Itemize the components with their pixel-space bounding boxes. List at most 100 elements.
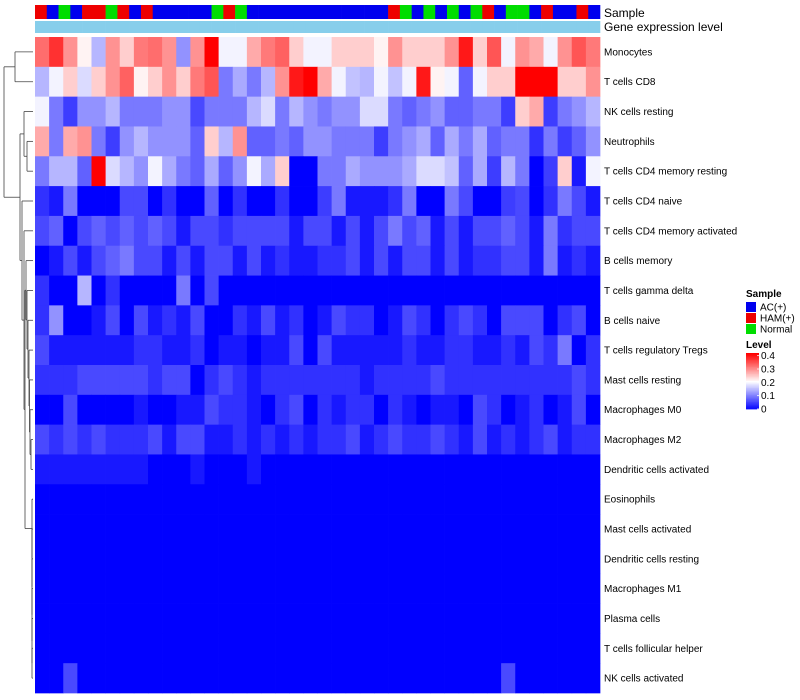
heat-cell-7-21 (331, 245, 347, 276)
heat-cell-12-37 (557, 394, 573, 425)
heat-cell-14-31 (472, 454, 488, 485)
level-colorbar-step-27 (746, 390, 759, 393)
heat-cell-19-25 (388, 603, 403, 634)
heat-cell-7-30 (458, 245, 474, 276)
heat-cell-0-10 (176, 37, 191, 68)
heat-cell-8-37 (557, 275, 573, 306)
heat-cell-14-16 (261, 454, 276, 485)
heat-cell-8-21 (331, 275, 347, 306)
heat-cell-11-9 (162, 365, 177, 396)
heat-cell-13-36 (543, 424, 558, 455)
heat-cell-20-13 (218, 633, 234, 664)
heat-cell-20-26 (402, 633, 417, 664)
heat-cell-1-32 (487, 66, 502, 97)
heat-cell-20-12 (204, 633, 219, 664)
row-label-18: Macrophages M1 (604, 584, 682, 595)
heat-cell-10-29 (444, 335, 460, 366)
heat-cell-17-38 (571, 543, 587, 575)
heat-cell-16-21 (331, 514, 347, 545)
heat-cell-5-11 (190, 186, 205, 217)
heat-cell-8-18 (289, 275, 304, 306)
heat-cell-2-32 (487, 96, 502, 127)
sample-cell-6 (105, 5, 118, 19)
heat-cell-11-22 (345, 365, 361, 396)
heat-cell-9-36 (543, 305, 558, 336)
heat-cell-21-1 (49, 663, 64, 694)
level-colorbar-step-35 (746, 402, 759, 404)
heat-cell-19-38 (571, 603, 587, 634)
heat-cell-17-3 (77, 543, 92, 575)
heat-cell-4-22 (345, 156, 361, 187)
heat-cell-2-22 (345, 96, 361, 127)
heat-cell-17-14 (232, 543, 248, 575)
heat-cell-16-13 (218, 514, 234, 545)
row-label-17: Dendritic cells resting (604, 554, 699, 565)
heat-cell-11-34 (515, 365, 530, 396)
heat-cell-18-25 (388, 573, 403, 604)
heat-cell-7-38 (571, 245, 587, 276)
sample-legend-swatch-0 (746, 302, 756, 312)
heat-cell-11-12 (204, 365, 219, 396)
heat-cell-21-13 (218, 663, 234, 694)
heat-cell-20-19 (303, 633, 318, 664)
heat-cell-16-23 (359, 514, 375, 545)
heat-cell-17-25 (388, 543, 403, 575)
row-label-6: T cells CD4 memory activated (604, 226, 737, 237)
heat-cell-0-9 (162, 37, 177, 68)
heat-cell-10-20 (317, 335, 332, 366)
level-colorbar-step-23 (746, 385, 759, 387)
heat-cell-20-6 (119, 633, 135, 664)
row-label-9: B cells naive (604, 316, 661, 327)
heat-cell-9-13 (218, 305, 234, 336)
heat-cell-10-13 (218, 335, 234, 366)
heat-cell-5-17 (275, 186, 290, 217)
heat-cell-7-22 (345, 245, 361, 276)
heat-cell-13-37 (557, 424, 573, 455)
heat-cell-15-28 (430, 484, 445, 515)
expression-annotation-track (35, 21, 601, 33)
heat-cell-4-13 (218, 156, 234, 187)
heat-cell-14-17 (275, 454, 290, 485)
heat-cell-10-38 (571, 335, 587, 366)
heat-cell-7-28 (430, 245, 445, 276)
expression-cell-10 (152, 21, 165, 33)
heat-cell-1-5 (105, 66, 121, 97)
heat-cell-2-10 (176, 96, 191, 127)
sample-cell-46 (576, 5, 589, 19)
heat-cell-17-17 (275, 543, 290, 575)
heat-cell-7-29 (444, 245, 460, 276)
heat-cell-3-18 (289, 126, 304, 157)
heat-cell-14-24 (374, 454, 389, 485)
heat-cell-12-20 (317, 394, 332, 425)
heat-cell-4-12 (204, 156, 219, 187)
heat-cell-7-15 (246, 245, 262, 276)
heat-cell-6-0 (35, 215, 50, 247)
heat-cell-10-14 (232, 335, 248, 366)
heat-cell-11-14 (232, 365, 248, 396)
heat-cell-19-13 (218, 603, 234, 634)
heat-cell-2-36 (543, 96, 558, 127)
heat-cell-1-12 (204, 66, 219, 97)
heat-cell-9-3 (77, 305, 92, 336)
expression-cell-16 (223, 21, 236, 33)
heat-cell-6-2 (63, 215, 78, 247)
heat-cell-13-23 (359, 424, 375, 455)
heat-cell-0-32 (487, 37, 502, 68)
heat-cell-8-8 (148, 275, 163, 306)
heat-cell-3-31 (472, 126, 488, 157)
heat-cell-12-4 (91, 394, 106, 425)
heat-cell-10-18 (289, 335, 304, 366)
heat-cell-18-37 (557, 573, 573, 604)
heat-cell-21-16 (261, 663, 276, 694)
heat-cell-20-37 (557, 633, 573, 664)
heat-cell-6-35 (529, 215, 544, 247)
heat-cell-0-33 (501, 37, 516, 68)
heat-cell-6-27 (416, 215, 431, 247)
heat-cell-0-18 (289, 37, 304, 68)
heat-cell-3-13 (218, 126, 234, 157)
heat-cell-4-30 (458, 156, 474, 187)
heat-cell-16-34 (515, 514, 530, 545)
heat-cell-8-39 (585, 275, 601, 306)
heat-cell-19-37 (557, 603, 573, 634)
heat-cell-4-37 (557, 156, 573, 187)
